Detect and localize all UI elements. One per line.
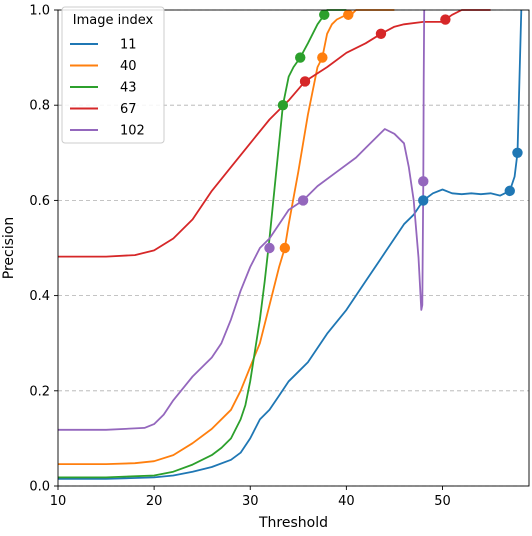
x-tick-label-1: 20	[146, 494, 163, 509]
legend-label-67: 67	[120, 102, 137, 117]
y-tick-label-0: 0.0	[29, 480, 50, 495]
series-marker-67-2	[440, 14, 451, 25]
x-tick-label-2: 30	[242, 494, 259, 509]
series-marker-40-0	[279, 242, 291, 254]
y-tick-label-3: 0.6	[29, 194, 50, 209]
series-marker-67-1	[375, 28, 387, 39]
y-tick-label-2: 0.4	[29, 289, 50, 304]
x-tick-label-4: 50	[434, 494, 451, 509]
series-marker-102-2	[418, 176, 429, 187]
series-marker-43-0	[277, 100, 289, 111]
series-marker-40-2	[343, 9, 354, 20]
series-line-43	[58, 9, 347, 479]
series-marker-40-1	[317, 52, 328, 63]
series-marker-67-0	[299, 76, 311, 87]
series-marker-43-1	[295, 52, 306, 63]
legend-label-40: 40	[120, 59, 137, 74]
plot-area	[58, 9, 523, 480]
series-line-11	[58, 9, 523, 480]
series-marker-11-2	[512, 147, 523, 158]
series-marker-102-1	[297, 195, 309, 206]
y-tick-label-1: 0.2	[29, 384, 50, 399]
y-axis-label: Precision	[1, 217, 17, 279]
x-tick-label-3: 40	[338, 494, 355, 509]
x-tick-label-0: 10	[50, 494, 67, 509]
series-marker-43-2	[319, 9, 330, 20]
series-marker-11-1	[504, 185, 515, 197]
y-tick-label-5: 1.0	[29, 4, 50, 19]
legend-label-102: 102	[120, 124, 145, 139]
legend-title: Image index	[73, 13, 154, 28]
x-axis-label: Threshold	[258, 515, 328, 531]
y-tick-label-4: 0.8	[29, 99, 50, 114]
series-marker-11-0	[418, 195, 429, 206]
legend-label-43: 43	[120, 81, 137, 96]
series-marker-102-0	[264, 242, 275, 254]
legend-label-11: 11	[120, 38, 137, 53]
axes-frame	[57, 9, 530, 487]
legend: Image index 11 40 43 67 102	[61, 6, 165, 144]
